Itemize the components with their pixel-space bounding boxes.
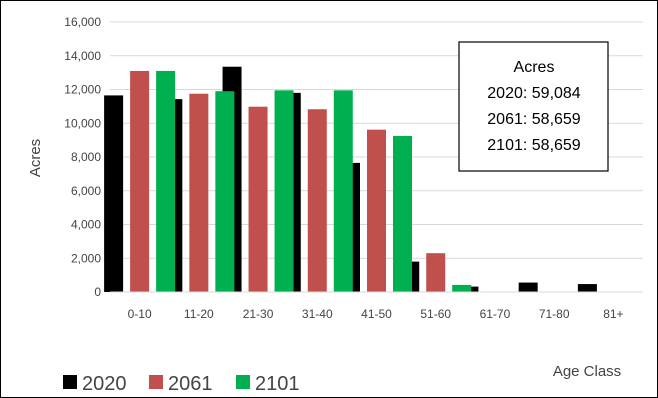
legend-swatch-2101	[236, 375, 250, 389]
x-tick-label: 51-60	[420, 307, 451, 321]
bar-2101-21-30	[274, 90, 294, 292]
legend: 2020 2061 2101	[63, 373, 300, 395]
bar-2101-51-60	[452, 284, 472, 292]
bar-2101-31-40	[333, 90, 353, 292]
x-tick-label: 31-40	[302, 307, 333, 321]
annotation-line: 2101: 58,659	[487, 137, 581, 154]
bars	[104, 66, 597, 293]
legend-swatch-2020	[63, 375, 77, 389]
x-tick-label: 81+	[603, 307, 623, 321]
bar-2061-41-50	[367, 129, 386, 292]
bar-2101-0-10	[156, 70, 176, 292]
legend-label-2020: 2020	[82, 373, 127, 395]
y-tick-label: 8,000	[71, 150, 101, 164]
y-tick-label: 12,000	[64, 83, 101, 97]
y-tick-label: 2,000	[71, 251, 101, 265]
y-axis-ticks: 0 2,000 4,000 6,000 8,000 10,000 12,000 14,000 1…	[64, 15, 101, 299]
bar-2020-0-10	[104, 95, 124, 292]
x-tick-label: 71-80	[539, 307, 570, 321]
x-axis-ticks: 0-10 11-20 21-30 31-40 41-50 51-60 61-70 71-80 8…	[128, 307, 624, 321]
y-tick-label: 6,000	[71, 184, 101, 198]
x-axis-title: Age Class	[553, 363, 621, 380]
y-tick-label: 14,000	[64, 49, 101, 63]
y-axis-title: Acres	[27, 139, 44, 177]
x-tick-label: 61-70	[480, 307, 511, 321]
bar-2061-31-40	[307, 109, 327, 293]
annotation-line: 2061: 58,659	[487, 111, 581, 128]
bar-2061-0-10	[130, 70, 150, 292]
bar-2061-21-30	[248, 106, 268, 293]
x-tick-label: 11-20	[184, 307, 214, 321]
annotation-title: Acres	[514, 59, 555, 76]
totals-annotation-box: Acres 2020: 59,084 2061: 58,659 2101: 58…	[458, 41, 609, 172]
legend-label-2101: 2101	[255, 373, 300, 395]
annotation-line: 2020: 59,084	[487, 85, 581, 102]
x-tick-label: 0-10	[128, 307, 152, 321]
y-tick-label: 4,000	[71, 218, 101, 232]
y-tick-label: 0	[94, 285, 101, 299]
bar-2101-11-20	[215, 91, 235, 292]
x-tick-label: 21-30	[243, 307, 274, 321]
bar-2020-81+	[577, 284, 597, 292]
x-tick-label: 41-50	[361, 307, 392, 321]
legend-label-2061: 2061	[168, 373, 213, 395]
bar-2061-51-60	[426, 253, 446, 292]
bar-2061-11-20	[189, 93, 209, 292]
legend-swatch-2061	[149, 375, 163, 389]
y-tick-label: 16,000	[64, 15, 101, 29]
y-tick-label: 10,000	[64, 116, 101, 130]
bar-2020-71-80	[518, 282, 538, 292]
bar-2101-41-50	[393, 135, 412, 292]
